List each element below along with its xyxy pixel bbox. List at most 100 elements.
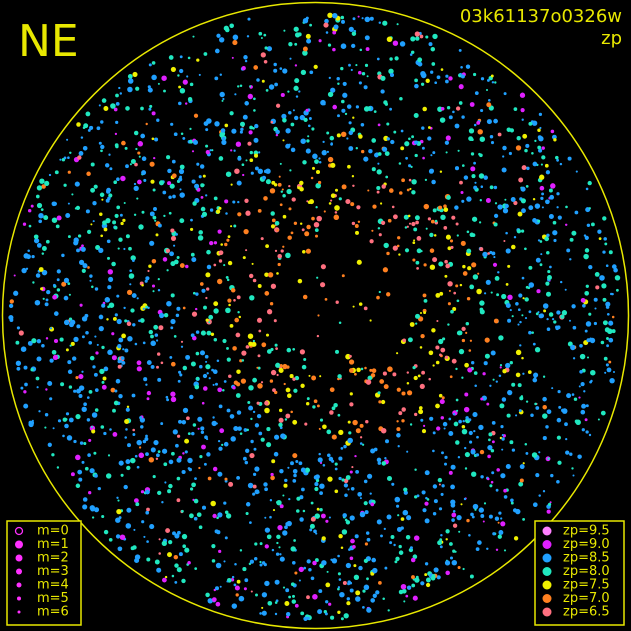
star xyxy=(511,448,516,452)
star xyxy=(200,426,205,431)
star xyxy=(274,579,280,585)
star xyxy=(473,72,477,77)
star xyxy=(350,202,355,207)
star xyxy=(319,418,324,422)
star xyxy=(439,399,445,405)
star xyxy=(459,283,463,287)
star xyxy=(265,89,269,92)
star xyxy=(150,334,154,339)
star xyxy=(205,272,211,278)
star xyxy=(195,330,200,334)
star xyxy=(289,374,294,379)
star xyxy=(515,349,522,356)
star xyxy=(502,369,507,374)
star xyxy=(407,214,411,218)
star xyxy=(98,314,104,320)
star xyxy=(556,435,561,440)
star xyxy=(388,68,394,75)
star xyxy=(89,355,95,361)
star xyxy=(535,406,540,410)
star xyxy=(442,421,448,427)
star xyxy=(424,501,429,506)
star xyxy=(455,440,460,445)
star xyxy=(377,123,381,127)
star xyxy=(352,17,356,21)
star xyxy=(380,89,385,94)
star xyxy=(465,321,470,326)
star xyxy=(406,225,409,228)
star xyxy=(87,229,92,234)
star xyxy=(288,207,292,211)
star xyxy=(513,536,519,541)
star xyxy=(168,55,174,60)
star xyxy=(226,346,229,350)
star xyxy=(488,99,491,102)
star xyxy=(531,452,538,458)
star xyxy=(118,393,123,399)
zp-swatch xyxy=(542,580,552,590)
star xyxy=(193,113,199,118)
star xyxy=(574,419,579,424)
star xyxy=(225,171,232,177)
star xyxy=(80,246,86,252)
star xyxy=(187,432,191,436)
star xyxy=(108,537,113,542)
star xyxy=(293,26,299,32)
star xyxy=(178,370,182,374)
star xyxy=(70,472,75,477)
star xyxy=(269,188,276,194)
star xyxy=(328,602,332,606)
star xyxy=(67,156,70,159)
star xyxy=(487,252,490,255)
star xyxy=(117,247,120,250)
star xyxy=(270,211,275,216)
star xyxy=(69,344,72,347)
star xyxy=(150,364,155,369)
star xyxy=(445,135,451,141)
star xyxy=(484,353,490,359)
star xyxy=(412,241,416,245)
star xyxy=(424,518,430,524)
star xyxy=(406,188,410,192)
star xyxy=(585,187,589,191)
star xyxy=(393,543,396,547)
star xyxy=(300,138,306,144)
star xyxy=(278,367,284,373)
star xyxy=(243,428,248,432)
star xyxy=(409,187,412,190)
star xyxy=(245,249,248,252)
star xyxy=(208,314,214,320)
star xyxy=(335,349,339,354)
star xyxy=(106,318,109,321)
star xyxy=(108,153,111,156)
star xyxy=(89,125,94,130)
star xyxy=(36,243,42,248)
star xyxy=(263,196,268,201)
star xyxy=(118,237,123,242)
star xyxy=(556,192,560,196)
star xyxy=(337,610,341,614)
star xyxy=(103,431,107,436)
star xyxy=(225,212,228,215)
star xyxy=(167,181,172,186)
star xyxy=(464,446,467,450)
star xyxy=(64,423,69,429)
star xyxy=(225,27,230,33)
star xyxy=(316,334,320,338)
star xyxy=(348,354,352,358)
star xyxy=(162,257,168,262)
star xyxy=(515,145,522,151)
star xyxy=(475,453,480,457)
star xyxy=(272,509,276,512)
star xyxy=(505,463,511,470)
star xyxy=(419,383,425,389)
star xyxy=(194,567,198,570)
star xyxy=(611,329,616,334)
star xyxy=(286,520,292,527)
star xyxy=(335,188,338,192)
star xyxy=(456,234,459,237)
star xyxy=(266,442,272,448)
star xyxy=(89,468,95,474)
star xyxy=(466,248,472,254)
star xyxy=(448,431,454,436)
